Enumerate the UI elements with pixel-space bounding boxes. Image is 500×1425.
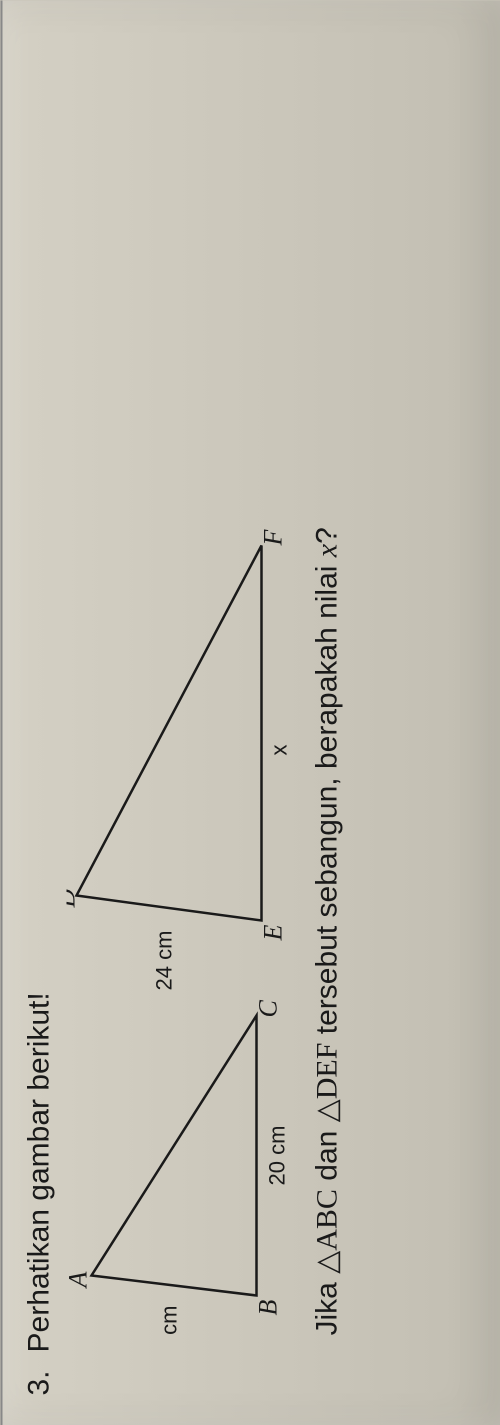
triangles-figure: A B C 18 cm 20 cm D E F 24 cm x <box>66 505 301 1335</box>
question-number: 3. <box>22 1370 56 1395</box>
len-bc: 20 cm <box>264 1125 289 1185</box>
bt-t1: △ABC <box>310 1189 343 1274</box>
def-outline <box>76 545 261 920</box>
question-bottom: Jika △ABC dan △DEF tersebut sebangun, be… <box>309 30 344 1335</box>
page-container: 3. Perhatikan gambar berikut! A B C 18 c… <box>0 0 500 1425</box>
bt-pre: Jika <box>310 1273 343 1335</box>
bt-var: x <box>310 543 343 556</box>
vertex-b: B <box>253 1299 282 1315</box>
bt-mid: dan <box>310 1122 343 1189</box>
len-ef: x <box>266 744 291 755</box>
abc-outline <box>91 1015 256 1295</box>
question-prompt: Perhatikan gambar berikut! <box>22 992 56 1352</box>
vertex-f: F <box>258 528 287 546</box>
bt-q: ? <box>310 527 343 544</box>
triangle-def: D E F 24 cm x <box>66 528 291 990</box>
vertex-e: E <box>258 924 287 941</box>
len-de: 24 cm <box>151 930 176 990</box>
bt-post: tersebut sebangun, berapakah nilai <box>310 557 343 1042</box>
vertex-a: A <box>66 1271 92 1289</box>
figure-wrap: A B C 18 cm 20 cm D E F 24 cm x <box>66 30 301 1335</box>
vertex-d: D <box>66 888 80 908</box>
len-ab: 18 cm <box>156 1305 181 1335</box>
bt-t2: △DEF <box>310 1042 343 1122</box>
question-line: 3. Perhatikan gambar berikut! <box>22 30 56 1395</box>
vertex-c: C <box>253 999 282 1017</box>
triangle-abc: A B C 18 cm 20 cm <box>66 999 289 1335</box>
